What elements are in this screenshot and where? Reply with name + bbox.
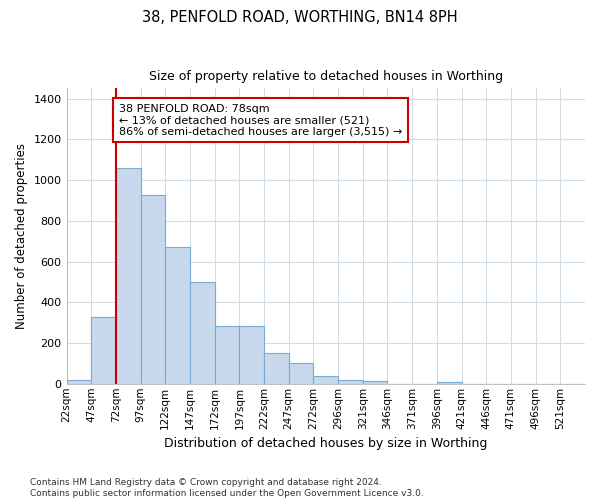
- Bar: [190, 282, 215, 384]
- Bar: [437, 382, 461, 384]
- Bar: [116, 168, 140, 384]
- Bar: [313, 376, 338, 384]
- Bar: [289, 363, 313, 384]
- Bar: [140, 196, 165, 384]
- Bar: [91, 316, 116, 384]
- Text: 38, PENFOLD ROAD, WORTHING, BN14 8PH: 38, PENFOLD ROAD, WORTHING, BN14 8PH: [142, 10, 458, 25]
- Bar: [363, 380, 388, 384]
- X-axis label: Distribution of detached houses by size in Worthing: Distribution of detached houses by size …: [164, 437, 487, 450]
- Text: 38 PENFOLD ROAD: 78sqm
← 13% of detached houses are smaller (521)
86% of semi-de: 38 PENFOLD ROAD: 78sqm ← 13% of detached…: [119, 104, 402, 137]
- Text: Contains HM Land Registry data © Crown copyright and database right 2024.
Contai: Contains HM Land Registry data © Crown c…: [30, 478, 424, 498]
- Bar: [264, 353, 289, 384]
- Bar: [165, 248, 190, 384]
- Bar: [338, 380, 363, 384]
- Title: Size of property relative to detached houses in Worthing: Size of property relative to detached ho…: [149, 70, 503, 83]
- Bar: [239, 326, 264, 384]
- Bar: [67, 380, 91, 384]
- Y-axis label: Number of detached properties: Number of detached properties: [15, 143, 28, 329]
- Bar: [215, 326, 239, 384]
